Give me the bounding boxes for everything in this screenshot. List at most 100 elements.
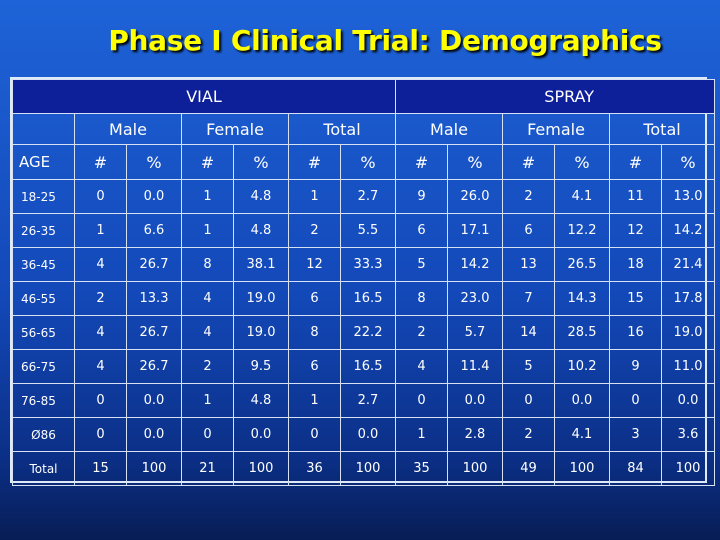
table-cell: 100 bbox=[233, 451, 289, 486]
table-cell: 4 bbox=[74, 315, 127, 350]
table-row: 36-45 4 26.7 8 38.1 12 33.3 5 14.2 13 26.5 18 21.4 bbox=[12, 247, 716, 282]
table-cell: 14.2 bbox=[447, 247, 503, 282]
table-cell: 2 bbox=[181, 349, 234, 384]
table-cell: 4.8 bbox=[233, 383, 289, 418]
table-cell: 5.7 bbox=[447, 315, 503, 350]
group-header-vial: VIAL bbox=[12, 79, 396, 114]
table-cell: 0.0 bbox=[660, 383, 716, 418]
subgroup-header-row: Male Female Total Male Female Total bbox=[12, 113, 716, 145]
table-cell: 6 bbox=[288, 349, 341, 384]
table-cell: 26.5 bbox=[554, 247, 610, 282]
col-header: % bbox=[340, 144, 396, 180]
subgroup-vial-female: Female bbox=[181, 113, 289, 145]
table-cell: 8 bbox=[181, 247, 234, 282]
table-cell: 10.2 bbox=[554, 349, 610, 384]
table-row: Total 15 100 21 100 36 100 35 100 49 100 84 100 bbox=[12, 451, 716, 486]
table-cell: 19.0 bbox=[660, 315, 716, 350]
table-cell: 16.5 bbox=[340, 281, 396, 316]
row-label: 36-45 bbox=[12, 247, 75, 282]
table-cell: 11 bbox=[609, 179, 662, 214]
row-label: 26-35 bbox=[12, 213, 75, 248]
subgroup-header-empty bbox=[12, 113, 75, 145]
table-cell: 49 bbox=[502, 451, 555, 486]
col-header: % bbox=[233, 144, 289, 180]
table-row: 18-25 0 0.0 1 4.8 1 2.7 9 26.0 2 4.1 11 13.0 bbox=[12, 179, 716, 214]
table-cell: 12 bbox=[609, 213, 662, 248]
table-cell: 0.0 bbox=[126, 417, 182, 452]
table-cell: 4.8 bbox=[233, 213, 289, 248]
table-cell: 1 bbox=[74, 213, 127, 248]
table-cell: 13 bbox=[502, 247, 555, 282]
table-cell: 4 bbox=[395, 349, 448, 384]
table-cell: 0.0 bbox=[554, 383, 610, 418]
table-cell: 4.1 bbox=[554, 417, 610, 452]
table-cell: 17.1 bbox=[447, 213, 503, 248]
column-header-row: AGE # % # % # % # % # % # % bbox=[12, 144, 716, 180]
table-cell: 5 bbox=[502, 349, 555, 384]
table-cell: 35 bbox=[395, 451, 448, 486]
table-cell: 4 bbox=[74, 247, 127, 282]
table-cell: 2 bbox=[502, 417, 555, 452]
table-row: 66-75 4 26.7 2 9.5 6 16.5 4 11.4 5 10.2 9 11.0 bbox=[12, 349, 716, 384]
table-cell: 6 bbox=[288, 281, 341, 316]
col-header: # bbox=[502, 144, 555, 180]
table-cell: 0 bbox=[74, 179, 127, 214]
table-cell: 14.2 bbox=[660, 213, 716, 248]
table-cell: 0.0 bbox=[126, 383, 182, 418]
table-cell: 6.6 bbox=[126, 213, 182, 248]
table-cell: 2 bbox=[395, 315, 448, 350]
table-cell: 1 bbox=[288, 383, 341, 418]
col-header: # bbox=[609, 144, 662, 180]
table-cell: 0.0 bbox=[126, 179, 182, 214]
table-cell: 14 bbox=[502, 315, 555, 350]
row-label: 76-85 bbox=[12, 383, 75, 418]
table-cell: 1 bbox=[288, 179, 341, 214]
demographics-table-frame: VIAL SPRAY Male Female Total Male Female… bbox=[10, 77, 716, 486]
table-body: 18-25 0 0.0 1 4.8 1 2.7 9 26.0 2 4.1 11 13.0 26-35 1 6.… bbox=[12, 179, 716, 486]
row-label: 56-65 bbox=[12, 315, 75, 350]
table-cell: 6 bbox=[395, 213, 448, 248]
subgroup-spray-male: Male bbox=[395, 113, 503, 145]
row-label: 46-55 bbox=[12, 281, 75, 316]
table-cell: 2.7 bbox=[340, 383, 396, 418]
table-cell: 0.0 bbox=[447, 383, 503, 418]
table-cell: 0 bbox=[502, 383, 555, 418]
table-row: 76-85 0 0.0 1 4.8 1 2.7 0 0.0 0 0.0 0 0.0 bbox=[12, 383, 716, 418]
table-cell: 26.0 bbox=[447, 179, 503, 214]
table-cell: 8 bbox=[395, 281, 448, 316]
table-cell: 100 bbox=[447, 451, 503, 486]
row-label: 66-75 bbox=[12, 349, 75, 384]
table-cell: 1 bbox=[181, 383, 234, 418]
table-cell: 36 bbox=[288, 451, 341, 486]
table-cell: 4 bbox=[181, 281, 234, 316]
table-cell: 22.2 bbox=[340, 315, 396, 350]
group-header-spray: SPRAY bbox=[394, 79, 716, 114]
age-header: AGE bbox=[12, 144, 75, 180]
table-cell: 100 bbox=[660, 451, 716, 486]
table-cell: 33.3 bbox=[340, 247, 396, 282]
table-cell: 4 bbox=[74, 349, 127, 384]
table-cell: 0 bbox=[74, 417, 127, 452]
table-cell: 15 bbox=[74, 451, 127, 486]
table-cell: 84 bbox=[609, 451, 662, 486]
table-cell: 100 bbox=[554, 451, 610, 486]
table-cell: 5 bbox=[395, 247, 448, 282]
table-cell: 17.8 bbox=[660, 281, 716, 316]
col-header: % bbox=[126, 144, 182, 180]
table-cell: 16.5 bbox=[340, 349, 396, 384]
table-row: 46-55 2 13.3 4 19.0 6 16.5 8 23.0 7 14.3 15 17.8 bbox=[12, 281, 716, 316]
table-cell: 38.1 bbox=[233, 247, 289, 282]
table-cell: 100 bbox=[340, 451, 396, 486]
table-cell: 0 bbox=[74, 383, 127, 418]
table-cell: 0 bbox=[288, 417, 341, 452]
table-cell: 2 bbox=[288, 213, 341, 248]
table-cell: 4.8 bbox=[233, 179, 289, 214]
table-cell: 2 bbox=[502, 179, 555, 214]
col-header: # bbox=[74, 144, 127, 180]
table-cell: 19.0 bbox=[233, 281, 289, 316]
table-cell: 11.4 bbox=[447, 349, 503, 384]
table-cell: 1 bbox=[395, 417, 448, 452]
table-cell: 15 bbox=[609, 281, 662, 316]
col-header: % bbox=[660, 144, 716, 180]
table-cell: 7 bbox=[502, 281, 555, 316]
